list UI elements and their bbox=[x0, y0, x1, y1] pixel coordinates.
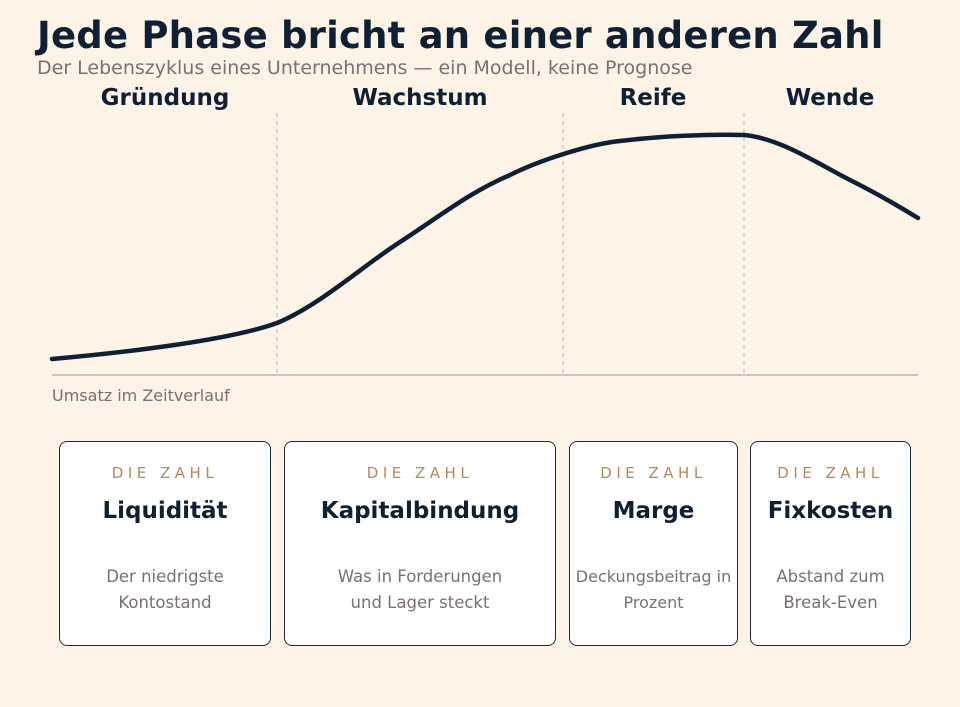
card-kicker: DIE ZAHL bbox=[777, 464, 884, 482]
revenue-curve bbox=[49, 132, 921, 362]
card-metric: Marge bbox=[612, 498, 695, 524]
page-title: Jede Phase bricht an einer anderen Zahl bbox=[37, 14, 884, 57]
card-metric: Liquidität bbox=[102, 498, 228, 524]
card-gruendung: DIE ZAHL Liquidität Der niedrigste Konto… bbox=[59, 441, 271, 646]
card-wachstum: DIE ZAHL Kapitalbindung Was in Forderung… bbox=[284, 441, 556, 646]
card-description: Abstand zum Break-Even bbox=[776, 567, 885, 612]
phase-label-wachstum: Wachstum bbox=[352, 85, 487, 111]
card-kicker: DIE ZAHL bbox=[600, 464, 707, 482]
card-wende: DIE ZAHL Fixkosten Abstand zum Break-Eve… bbox=[750, 441, 911, 646]
card-description: Der niedrigste Kontostand bbox=[106, 567, 224, 612]
card-metric: Kapitalbindung bbox=[320, 498, 520, 524]
card-description: Was in Forderungen und Lager steckt bbox=[337, 567, 503, 612]
card-kicker: DIE ZAHL bbox=[111, 464, 219, 482]
page-subtitle: Der Lebenszyklus eines Unternehmens — ei… bbox=[37, 57, 693, 79]
axis-caption: Umsatz im Zeitverlauf bbox=[52, 386, 230, 405]
card-reife: DIE ZAHL Marge Deckungsbeitrag in Prozen… bbox=[569, 441, 738, 646]
card-kicker: DIE ZAHL bbox=[366, 464, 474, 482]
card-metric: Fixkosten bbox=[767, 498, 894, 524]
phase-label-wende: Wende bbox=[786, 85, 875, 111]
phase-label-gruendung: Gründung bbox=[101, 85, 230, 111]
lifecycle-diagram: Gründung Wachstum Reife Wende Umsatz im … bbox=[49, 85, 921, 405]
card-description: Deckungsbeitrag in Prozent bbox=[575, 567, 732, 612]
phase-label-reife: Reife bbox=[620, 85, 687, 111]
